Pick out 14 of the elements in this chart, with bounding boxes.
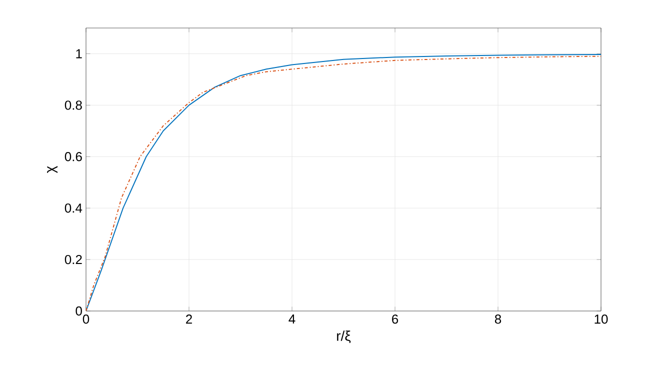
x-tick-label: 8	[494, 314, 502, 324]
y-tick-label: 0	[76, 306, 82, 316]
x-tick-label: 0	[82, 314, 90, 324]
x-tick-label: 2	[186, 314, 192, 324]
y-tick-label: 0.6	[64, 152, 82, 162]
x-axis-title: r/ξ	[337, 330, 351, 344]
x-tick-label: 4	[288, 314, 296, 324]
y-tick-label: 0.2	[64, 254, 82, 264]
y-tick-label: 1	[76, 49, 82, 58]
y-tick-label: 0.4	[64, 203, 82, 213]
y-tick-label: 0.8	[64, 100, 82, 110]
y-axis-title: χ	[47, 166, 58, 174]
x-tick-label: 6	[392, 314, 398, 324]
x-tick-label: 10	[594, 314, 608, 324]
